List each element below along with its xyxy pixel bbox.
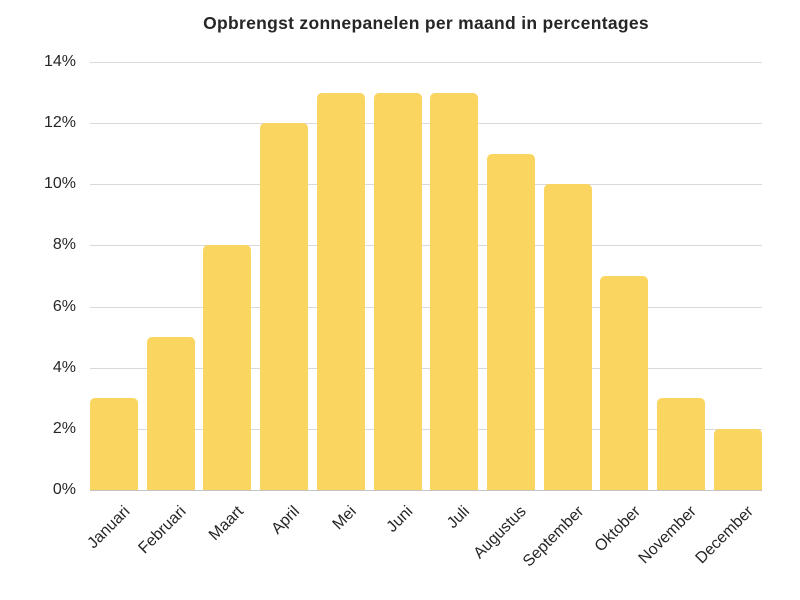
y-tick-label: 4%: [52, 358, 76, 376]
y-tick-label: 12%: [43, 114, 76, 132]
x-tick-label: November: [636, 503, 701, 568]
bar-juni: [373, 92, 422, 490]
bar-augustus: [487, 153, 536, 490]
x-tick-label: Maart: [205, 503, 247, 544]
gridline: [90, 428, 762, 430]
bar-december: [713, 428, 762, 490]
x-tick-label: Februari: [135, 503, 190, 558]
bar-januari: [90, 398, 138, 490]
x-tick-label: September: [519, 503, 587, 571]
chart-title: Opbrengst zonnepanelen per maand in perc…: [203, 13, 649, 33]
x-tick-label: Oktober: [591, 503, 644, 556]
x-tick-label: Augustus: [470, 503, 531, 563]
x-tick-label: Januari: [83, 503, 134, 553]
bar-series: [90, 62, 762, 490]
bar-februari: [146, 337, 195, 490]
bar-maart: [203, 245, 252, 490]
x-tick-label: December: [692, 503, 758, 568]
y-tick-label: 8%: [52, 236, 76, 254]
x-tick-label: April: [268, 503, 304, 538]
gridline: [90, 184, 762, 186]
bar-mei: [316, 92, 365, 490]
y-tick-label: 2%: [52, 419, 76, 437]
x-axis-line: [90, 490, 762, 491]
bar-september: [543, 184, 592, 490]
x-tick-label: Juni: [383, 503, 417, 536]
gridline: [90, 367, 762, 369]
y-tick-label: 10%: [43, 175, 76, 193]
bar-oktober: [600, 276, 649, 490]
x-tick-label: Mei: [329, 503, 360, 534]
plot-area: [90, 62, 762, 491]
y-tick-label: 6%: [52, 297, 76, 315]
gridline: [90, 306, 762, 308]
bar-april: [260, 123, 309, 490]
y-tick-label: 14%: [43, 53, 76, 70]
y-tick-label: 0%: [52, 481, 76, 498]
bar-november: [657, 398, 706, 490]
gridline: [90, 62, 762, 63]
bar-juli: [430, 92, 479, 490]
gridline: [90, 245, 762, 247]
gridline: [90, 123, 762, 125]
x-tick-label: Juli: [444, 503, 474, 533]
